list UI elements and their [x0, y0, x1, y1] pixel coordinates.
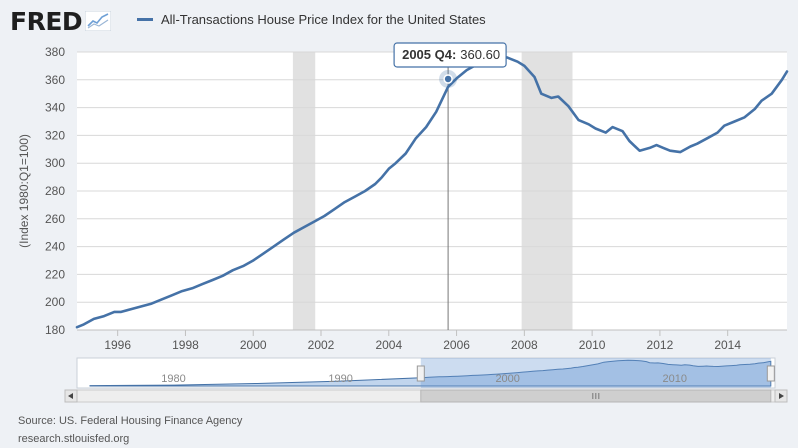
tooltip-box: [393, 42, 507, 68]
y-tick-label: 260: [45, 212, 65, 226]
fred-logo[interactable]: FRED: [10, 6, 112, 36]
fred-graph-icon: [85, 11, 112, 31]
arrow-left-icon[interactable]: [64, 389, 78, 403]
navigator-label: 2000: [495, 373, 519, 385]
y-tick-label: 180: [45, 323, 65, 337]
y-tick-label: 340: [45, 101, 65, 115]
tooltip-text: 2005 Q4: 360.60: [402, 47, 500, 62]
x-tick-label: 2012: [647, 338, 674, 352]
navigator-label: 2010: [663, 373, 687, 385]
logo-text: FRED: [10, 6, 83, 36]
navigator[interactable]: 1980 1990 2000 2010: [64, 357, 788, 403]
arrow-right-icon[interactable]: [774, 389, 788, 403]
header: FRED All-Transactions House Price Index …: [0, 0, 798, 44]
tooltip: 2005 Q4: 360.60: [393, 42, 507, 68]
legend-label: All-Transactions House Price Index for t…: [161, 12, 486, 27]
navigator-area: [89, 359, 772, 387]
y-tick-label: 380: [45, 45, 65, 59]
series-line[interactable]: [75, 54, 789, 329]
navigator-handle-right[interactable]: [766, 365, 775, 382]
navigator-label: 1990: [328, 373, 352, 385]
y-tick-label: 280: [45, 184, 65, 198]
x-tick-label: 2002: [308, 338, 335, 352]
x-tick-label: 2010: [579, 338, 606, 352]
x-tick-label: 2006: [443, 338, 470, 352]
source-text: Source: US. Federal Housing Finance Agen…: [18, 415, 243, 427]
x-tick-label: 2004: [375, 338, 402, 352]
y-tick-label: 240: [45, 240, 65, 254]
y-tick-label: 220: [45, 267, 65, 281]
y-tick-label: 300: [45, 156, 65, 170]
highlight-point[interactable]: [443, 74, 453, 84]
x-tick-label: 2008: [511, 338, 538, 352]
y-tick-label: 200: [45, 295, 65, 309]
x-tick-label: 1998: [172, 338, 199, 352]
tooltip-label: 2005 Q4:: [402, 47, 456, 62]
y-axis-label: (Index 1980:Q1=100): [17, 134, 31, 248]
legend-swatch: [137, 18, 153, 21]
y-axis-ticks: 180 200 220 240 260 280 300 320 340 360 380: [45, 45, 65, 337]
x-tick-label: 1996: [104, 338, 131, 352]
navigator-label: 1980: [161, 373, 185, 385]
y-tick-label: 320: [45, 128, 65, 142]
navigator-labels: 1980 1990 2000 2010: [161, 373, 687, 385]
navigator-handle-left[interactable]: [416, 365, 425, 382]
legend: All-Transactions House Price Index for t…: [137, 12, 486, 27]
x-tick-label: 2014: [714, 338, 741, 352]
source-link[interactable]: research.stlouisfed.org: [18, 433, 130, 445]
grip-icon: [592, 393, 600, 399]
y-tick-label: 360: [45, 73, 65, 87]
x-axis-ticks: 1996 1998 2000 2002 2004 2006 2008 2010 2012 2014: [104, 330, 741, 352]
footer: Source: US. Federal Housing Finance Agen…: [18, 412, 242, 448]
x-tick-label: 2000: [240, 338, 267, 352]
tooltip-value: 360.60: [460, 47, 500, 62]
navigator-selection[interactable]: [420, 358, 771, 388]
